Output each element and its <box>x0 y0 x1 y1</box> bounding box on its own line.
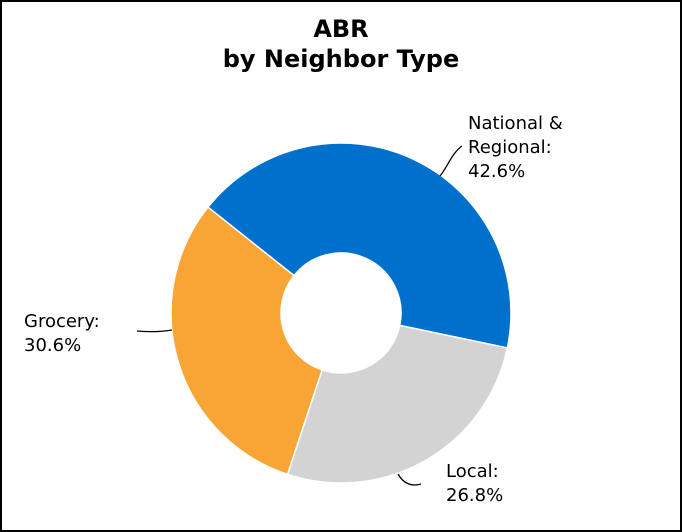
leader-line-grocery <box>136 329 173 333</box>
leader-line-local <box>397 473 422 486</box>
data-label-line: 42.6% <box>468 161 525 182</box>
data-label-local: Local: 26.8% <box>446 461 503 506</box>
data-label-line: National & <box>468 113 563 134</box>
data-label-line: 30.6% <box>24 335 81 356</box>
leader-line-national-regional <box>439 145 463 177</box>
chart-title-line-1: ABR <box>313 15 369 43</box>
slice-national-regional <box>206 142 512 349</box>
chart-title: ABR by Neighbor Type <box>2 14 680 74</box>
slice-local <box>286 324 509 484</box>
data-label-line: 26.8% <box>446 485 503 506</box>
slice-grocery <box>170 206 324 476</box>
data-label-line: Grocery: <box>24 311 100 332</box>
data-label-national-regional: National & Regional: 42.6% <box>468 113 563 182</box>
data-label-line: Regional: <box>468 137 552 158</box>
data-label-line: Local: <box>446 461 499 482</box>
chart-title-line-2: by Neighbor Type <box>222 45 460 73</box>
data-label-grocery: Grocery: 30.6% <box>24 311 100 356</box>
